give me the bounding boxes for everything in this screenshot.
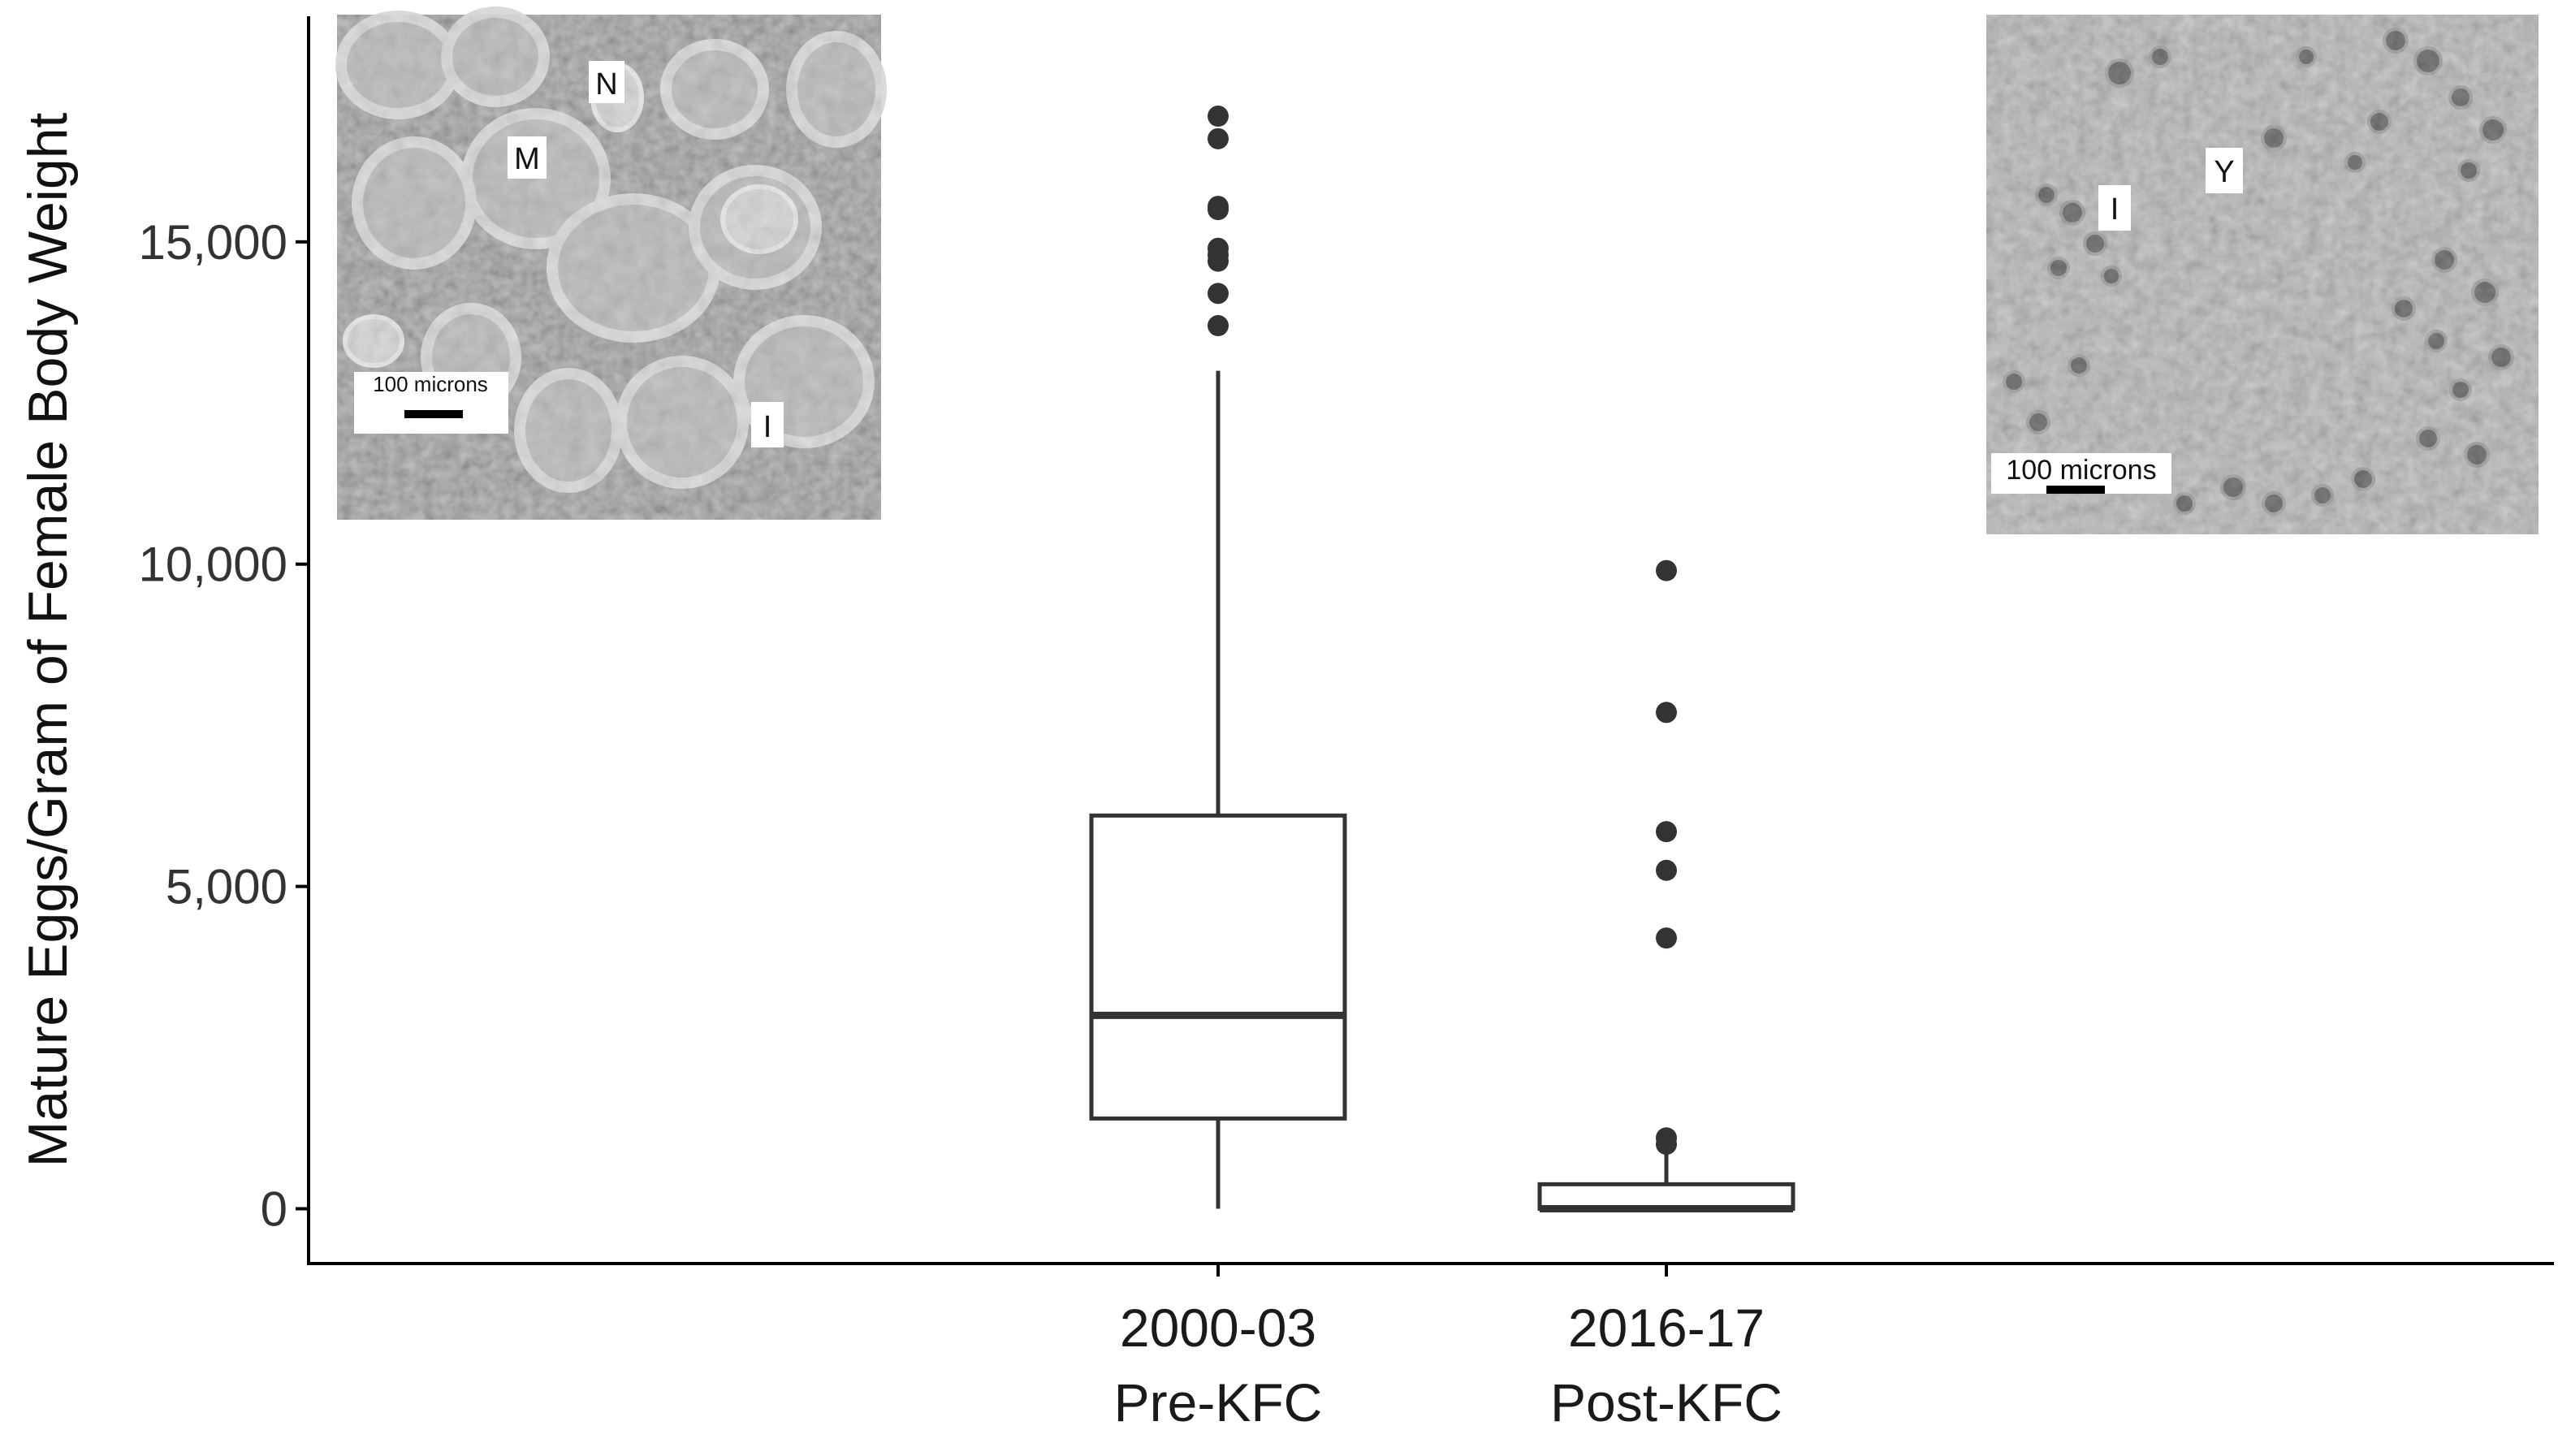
inset-micrograph-right: 100 microns I Y (1986, 15, 2539, 534)
inset-label-m: M (514, 142, 540, 176)
outlier-point (1208, 283, 1229, 305)
plot-area (1089, 106, 1795, 1213)
outlier-point (1656, 1127, 1677, 1149)
x-axis-ticks: 2000-03 Pre-KFC 2016-17 Post-KFC (1114, 1264, 1782, 1432)
y-tick-label: 5,000 (166, 860, 287, 914)
scale-bar-right (2046, 486, 2105, 494)
inset-label-n: N (595, 67, 617, 102)
y-tick-label: 10,000 (138, 538, 287, 592)
inset-label-i-right: I (2111, 192, 2119, 227)
outlier-point (1208, 127, 1229, 149)
scale-bar-left (404, 410, 463, 418)
scale-bar-label-right: 100 microns (2006, 455, 2156, 486)
x-tick-label-period: 2000-03 (1120, 1298, 1316, 1358)
inset-label-y: Y (2214, 155, 2234, 189)
outlier-point (1656, 560, 1677, 581)
y-axis-ticks: 0 5,000 10,000 15,000 (138, 215, 309, 1237)
outlier-point (1656, 702, 1677, 724)
box-group (1089, 106, 1347, 1209)
inset-micrograph-left: 100 microns N M I (335, 6, 887, 520)
outlier-point (1656, 859, 1677, 881)
y-tick-label: 15,000 (138, 215, 287, 270)
box-group (1537, 560, 1795, 1213)
outlier-point (1208, 106, 1229, 127)
y-axis-title: Mature Eggs/Gram of Female Body Weight (17, 112, 79, 1167)
x-tick-label-phase: Post-KFC (1550, 1372, 1782, 1432)
x-tick-label-phase: Pre-KFC (1114, 1372, 1323, 1432)
outlier-point (1656, 821, 1677, 843)
inset-label-i-left: I (763, 410, 772, 444)
iqr-box (1537, 1182, 1795, 1212)
outlier-point (1656, 927, 1677, 949)
x-tick-label-period: 2016-17 (1568, 1298, 1765, 1358)
outlier-point (1208, 315, 1229, 337)
outlier-point (1208, 196, 1229, 218)
y-tick-label: 0 (261, 1182, 287, 1237)
iqr-box (1089, 813, 1347, 1121)
outlier-point (1208, 237, 1229, 259)
scale-bar-label-left: 100 microns (373, 372, 488, 396)
